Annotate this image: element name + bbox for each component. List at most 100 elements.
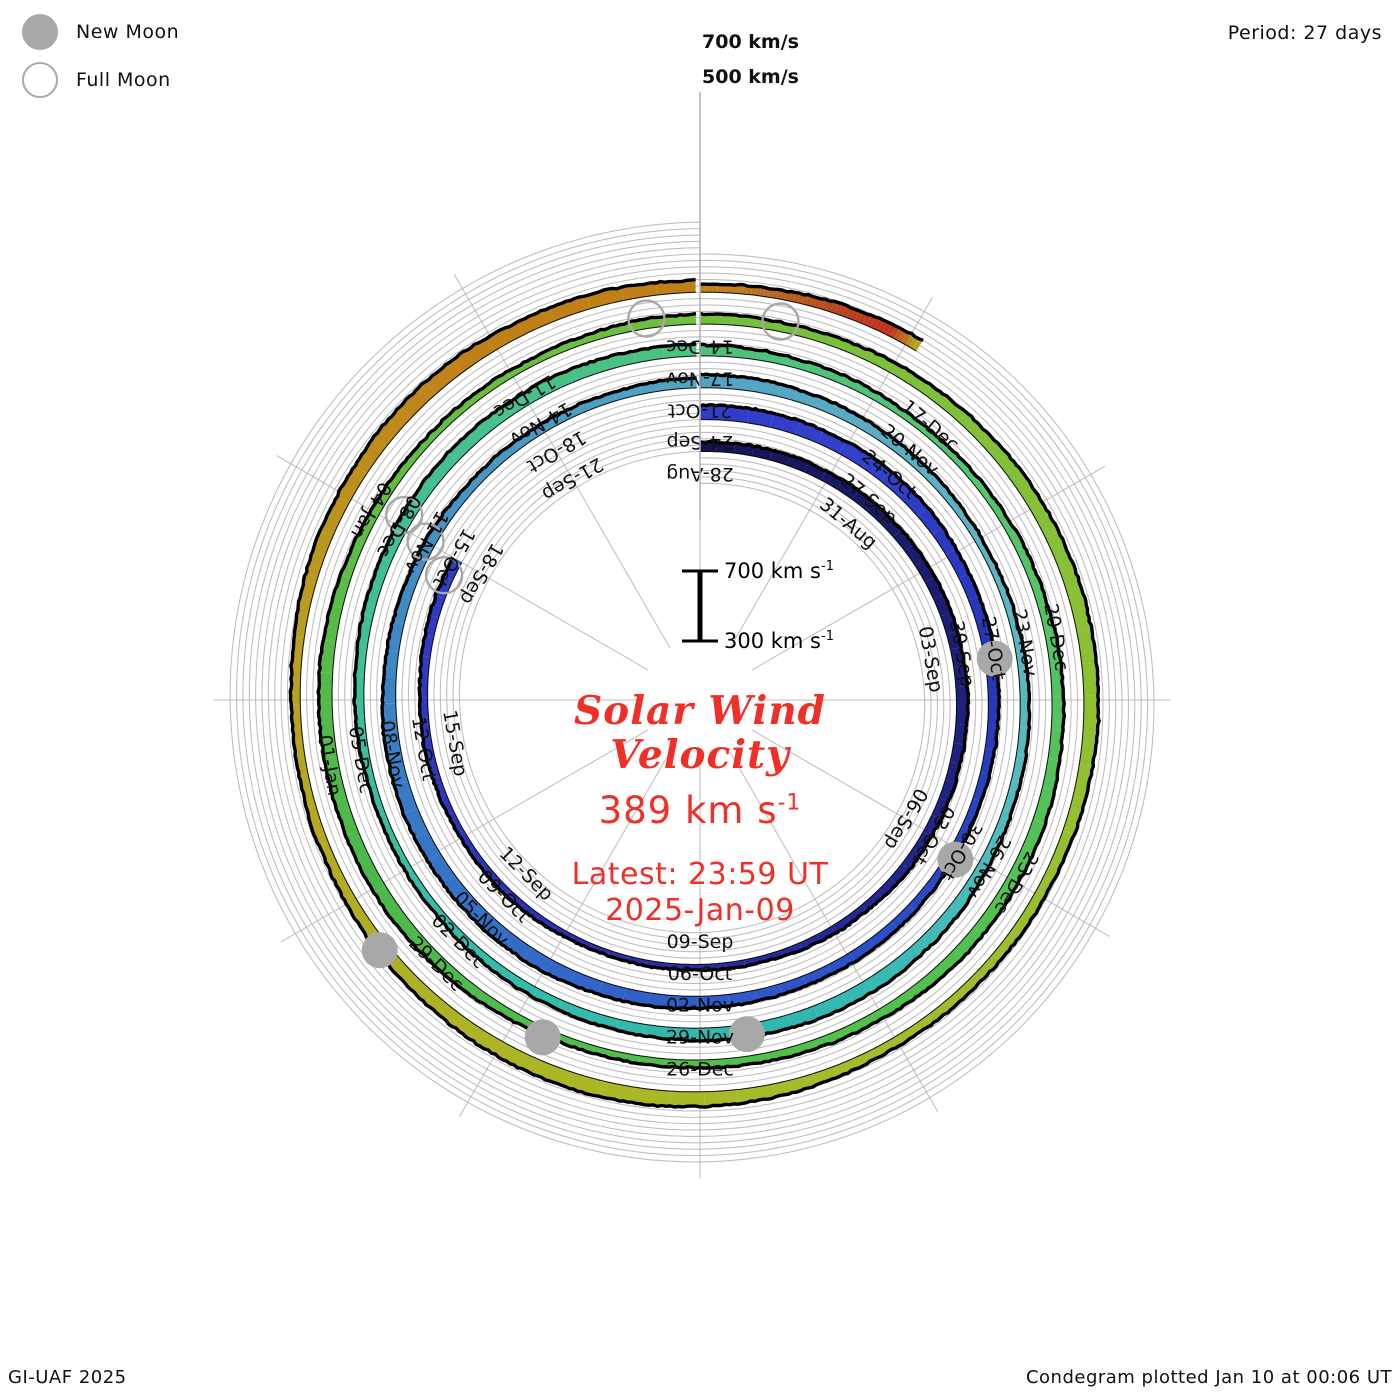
velocity-band-segment xyxy=(1051,830,1075,866)
velocity-band-segment xyxy=(1058,561,1083,598)
spiral-date-label: 30-Sep xyxy=(945,619,978,689)
velocity-band-segment xyxy=(958,511,980,539)
velocity-band-segment xyxy=(958,573,980,601)
velocity-band-segment xyxy=(789,291,796,302)
velocity-band-segment xyxy=(532,988,563,1010)
velocity-band-segment xyxy=(827,335,862,357)
velocity-band-segment xyxy=(834,302,843,315)
velocity-band-segment xyxy=(393,595,412,624)
velocity-band-segment xyxy=(381,819,400,849)
velocity-band-segment xyxy=(917,507,944,535)
new-moon-marker xyxy=(937,841,974,878)
velocity-trace-outline xyxy=(288,277,1101,1109)
velocity-band-segment xyxy=(498,1043,536,1073)
velocity-trace-outline xyxy=(352,342,1032,1043)
velocity-band-segment xyxy=(1028,574,1047,606)
velocity-band-segment xyxy=(382,676,397,704)
velocity-band-segment xyxy=(852,490,874,511)
velocity-band-segment xyxy=(953,820,973,848)
velocity-band-segment xyxy=(352,513,378,550)
velocity-band-segment xyxy=(923,815,942,837)
velocity-band-segment xyxy=(673,1059,704,1069)
legend-label-new-moon: New Moon xyxy=(76,21,180,43)
velocity-band-segment xyxy=(391,911,425,947)
full-moon-marker xyxy=(424,556,464,595)
velocity-band-segment xyxy=(400,571,421,600)
velocity-band-segment xyxy=(614,384,642,401)
velocity-band-segment xyxy=(429,595,445,619)
velocity-band-segment xyxy=(330,574,351,609)
velocity-band-segment xyxy=(545,368,578,393)
velocity-band-segment xyxy=(1082,695,1100,734)
velocity-band-segment xyxy=(505,889,525,908)
velocity-band-segment xyxy=(700,374,728,389)
velocity-band-segment xyxy=(337,465,367,503)
velocity-band-segment xyxy=(453,478,480,507)
velocity-band-segment xyxy=(729,284,735,294)
velocity-band-segment xyxy=(738,284,744,294)
velocity-band-segment xyxy=(355,436,387,474)
velocity-band-segment xyxy=(290,670,301,705)
velocity-band-segment xyxy=(888,945,921,976)
velocity-band-segment xyxy=(966,470,991,498)
velocity-band-segment xyxy=(949,881,977,915)
new-moon-marker xyxy=(361,932,398,969)
velocity-band-segment xyxy=(762,319,797,335)
velocity-band-segment xyxy=(608,1049,640,1064)
velocity-band-segment xyxy=(876,878,897,899)
velocity-band-segment xyxy=(442,917,468,943)
velocity-baseline xyxy=(427,450,957,965)
velocity-band-segment xyxy=(587,1011,619,1030)
velocity-band-segment xyxy=(795,420,824,444)
velocity-band-segment xyxy=(323,605,343,643)
velocity-bands xyxy=(288,277,1101,1109)
velocity-band-segment xyxy=(385,461,412,492)
velocity-band-segment xyxy=(437,960,469,989)
velocity-band-segment xyxy=(826,301,835,312)
velocity-band-segment xyxy=(817,430,846,454)
velocity-band-segment xyxy=(308,530,333,568)
velocity-band-segment xyxy=(854,416,886,442)
velocity-band-segment xyxy=(855,1007,887,1031)
velocity-band-segment xyxy=(1032,787,1055,825)
velocity-band-segment xyxy=(677,995,704,1009)
velocity-band-segment xyxy=(1045,635,1062,667)
velocity-band-segment xyxy=(901,449,928,475)
new-moon-marker xyxy=(728,1016,765,1053)
velocity-band-segment xyxy=(717,284,722,293)
velocity-band-segment xyxy=(830,301,839,314)
velocity-band-segment xyxy=(428,412,457,440)
velocity-band-segment xyxy=(987,696,1000,725)
velocity-band-segment xyxy=(442,874,473,907)
velocity-band-segment xyxy=(1036,860,1061,895)
full-moon-marker xyxy=(627,299,666,338)
velocity-band-segment xyxy=(901,332,912,345)
velocity-band-segment xyxy=(891,904,916,930)
full-moon-icon xyxy=(22,62,58,98)
axis-tick-label-700: 700 km/s xyxy=(702,31,799,53)
velocity-band-segment xyxy=(773,1076,809,1097)
velocity-band-segment xyxy=(893,327,904,341)
full-moon-marker xyxy=(384,495,424,535)
velocity-baseline xyxy=(395,387,989,997)
velocity-band-segment xyxy=(787,456,809,473)
velocity-band-segment xyxy=(881,990,914,1017)
velocity-band-segment xyxy=(932,949,964,979)
velocity-band-segment xyxy=(670,1091,705,1108)
velocity-band-segment xyxy=(363,762,378,792)
velocity-band-segment xyxy=(998,586,1015,615)
velocity-band-segment xyxy=(700,284,705,293)
velocity-band-segment xyxy=(955,686,969,706)
velocity-band-segment xyxy=(981,834,1003,864)
velocity-band-segment xyxy=(561,401,589,421)
velocity-band-segment xyxy=(704,284,709,293)
spiral-date-label: 06-Oct xyxy=(668,963,732,985)
velocity-band-segment xyxy=(866,502,888,524)
velocity-band-segment xyxy=(906,969,941,1000)
velocity-band-segment xyxy=(801,294,809,305)
velocity-band-segment xyxy=(578,1041,611,1058)
velocity-band-segment xyxy=(486,321,524,352)
velocity-band-segment xyxy=(799,934,820,951)
velocity-band-segment xyxy=(1016,547,1037,578)
